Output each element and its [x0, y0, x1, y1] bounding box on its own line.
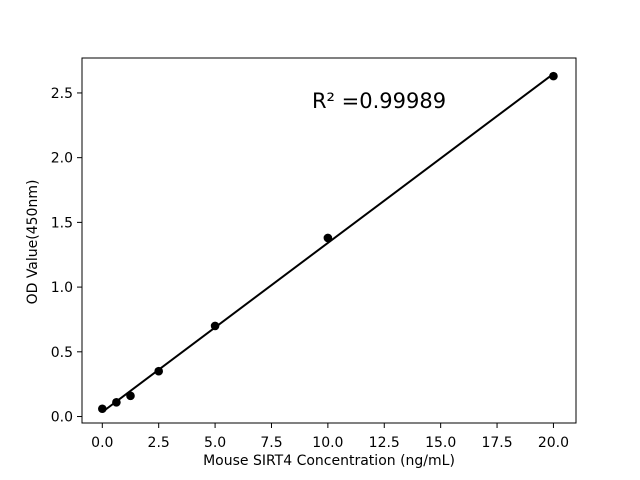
data-point	[549, 71, 558, 81]
x-tick-label: 12.5	[369, 435, 400, 451]
x-tick-label: 10.0	[312, 435, 343, 451]
data-point	[112, 397, 121, 407]
data-point	[210, 321, 220, 331]
x-tick-label: 2.5	[148, 435, 170, 451]
y-axis-label: OD Value(450nm)	[25, 179, 41, 305]
y-tick-label: 1.5	[51, 215, 73, 231]
r-squared-annotation: R² =0.99989	[311, 89, 447, 113]
x-tick-label: 17.5	[481, 435, 512, 451]
x-tick-label: 0.0	[91, 435, 113, 451]
data-point	[126, 391, 135, 401]
x-tick-label: 15.0	[425, 435, 456, 451]
x-axis-label: Mouse SIRT4 Concentration (ng/mL)	[203, 453, 455, 469]
data-point	[98, 404, 107, 414]
y-tick-label: 2.5	[51, 86, 73, 102]
x-tick-label: 7.5	[260, 435, 282, 451]
data-point	[323, 233, 333, 243]
y-tick-label: 0.0	[51, 410, 73, 426]
y-tick-label: 0.5	[51, 345, 73, 361]
y-tick-label: 1.0	[51, 280, 73, 296]
data-point	[154, 366, 163, 376]
x-tick-label: 20.0	[538, 435, 569, 451]
x-tick-label: 5.0	[204, 435, 226, 451]
y-tick-label: 2.0	[51, 151, 73, 167]
trend-line	[101, 72, 555, 413]
